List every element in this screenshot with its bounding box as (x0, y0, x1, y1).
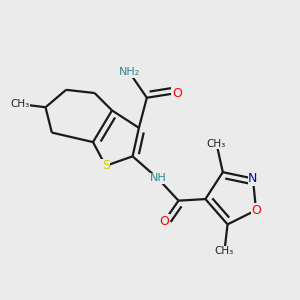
Text: CH₃: CH₃ (215, 246, 234, 256)
Text: S: S (102, 159, 110, 172)
Text: O: O (159, 215, 169, 228)
Text: CH₃: CH₃ (11, 99, 30, 109)
Text: N: N (248, 172, 258, 185)
Text: NH: NH (149, 173, 166, 184)
Text: NH₂: NH₂ (119, 68, 140, 77)
Text: O: O (251, 204, 261, 217)
Text: O: O (172, 86, 182, 100)
Text: CH₃: CH₃ (207, 139, 226, 149)
